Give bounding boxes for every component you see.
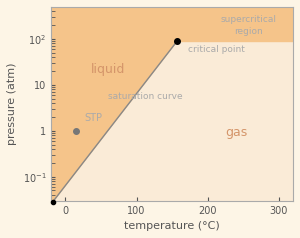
Text: critical point: critical point xyxy=(188,45,245,54)
Text: saturation curve: saturation curve xyxy=(109,92,183,101)
Text: supercritical
region: supercritical region xyxy=(221,15,277,36)
Text: gas: gas xyxy=(225,126,247,139)
Polygon shape xyxy=(51,7,177,202)
Polygon shape xyxy=(177,7,293,41)
Y-axis label: pressure (atm): pressure (atm) xyxy=(7,63,17,145)
X-axis label: temperature (°C): temperature (°C) xyxy=(124,221,220,231)
Text: STP: STP xyxy=(84,113,102,123)
Text: liquid: liquid xyxy=(91,63,125,76)
